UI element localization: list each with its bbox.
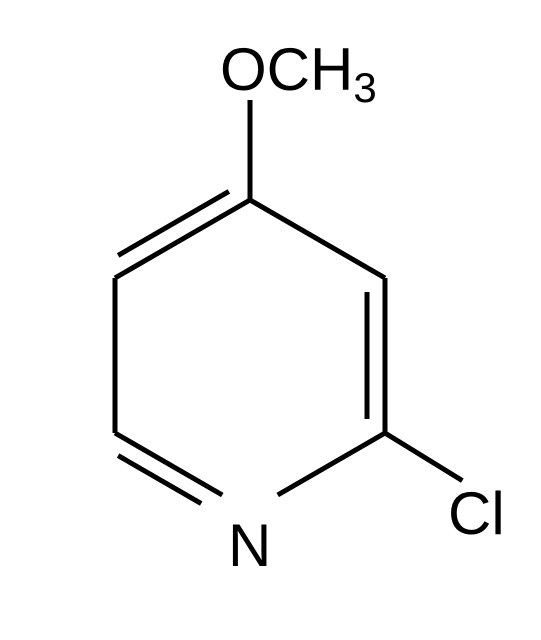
atom-label-N: N — [228, 512, 271, 579]
bond-C6_left-C1_top — [115, 200, 250, 278]
atom-label-Cl: Cl — [448, 480, 505, 547]
atom-label-part: N — [228, 512, 271, 579]
atom-label-OCH3: OCH3 — [220, 36, 377, 111]
atom-label-part: 3 — [353, 64, 376, 111]
bond-N_bottom-C5_left-inner — [118, 456, 201, 504]
bond-C3_right-Cl — [385, 433, 462, 481]
atom-label-part: Cl — [448, 480, 505, 547]
atom-label-part: OCH — [220, 36, 353, 103]
molecule-diagram: OCH3 N Cl — [0, 0, 541, 640]
bond-C3_right-N_bottom — [278, 433, 385, 495]
bond-C1_top-C2_right — [250, 200, 385, 278]
